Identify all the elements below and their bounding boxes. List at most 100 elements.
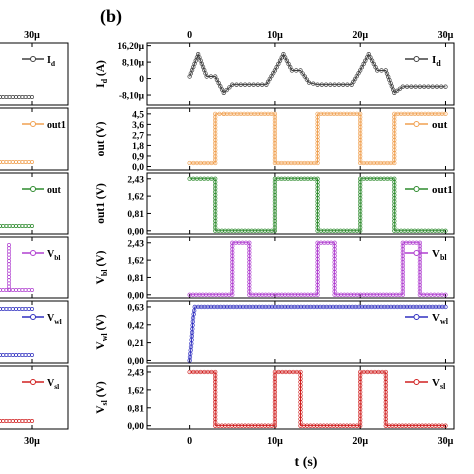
left-data-point bbox=[1, 224, 6, 228]
left-data-point bbox=[7, 275, 11, 279]
y-axis-label: out (V) bbox=[95, 121, 107, 156]
data-point bbox=[321, 304, 326, 310]
data-point bbox=[371, 292, 376, 297]
bottom-x-tick-label: 20μ bbox=[352, 436, 368, 447]
data-point bbox=[379, 68, 384, 73]
data-point bbox=[368, 55, 373, 60]
left-data-point bbox=[10, 95, 15, 99]
left-legend-marker bbox=[30, 314, 36, 320]
data-point bbox=[244, 304, 249, 310]
left-data-point bbox=[23, 307, 28, 311]
data-point bbox=[253, 304, 259, 310]
legend-label-main: V bbox=[432, 377, 440, 389]
data-point bbox=[289, 304, 294, 310]
data-point bbox=[411, 304, 416, 310]
data-point bbox=[328, 82, 333, 87]
y-tick-label: 2,43 bbox=[127, 368, 144, 378]
y-axis-label-unit: (A) bbox=[95, 60, 107, 79]
left-legend-label: Vwl bbox=[47, 313, 62, 326]
data-point bbox=[286, 61, 291, 67]
data-point bbox=[430, 304, 435, 310]
left-data-point bbox=[20, 353, 25, 357]
data-point bbox=[255, 82, 261, 87]
data-point bbox=[319, 82, 324, 87]
data-point bbox=[282, 304, 288, 310]
legend-label-main: out1 bbox=[432, 184, 453, 196]
legend-label-sub: d bbox=[436, 59, 441, 68]
left-data-point bbox=[30, 307, 34, 311]
legend-marker bbox=[413, 250, 420, 256]
data-point bbox=[358, 292, 363, 297]
data-point bbox=[234, 82, 239, 87]
bottom-x-tick-label: 10μ bbox=[267, 436, 283, 447]
data-point bbox=[305, 292, 310, 297]
y-tick-label: 0,63 bbox=[127, 303, 144, 313]
data-point bbox=[398, 304, 403, 310]
legend-label: out1 bbox=[432, 184, 453, 196]
data-point bbox=[208, 304, 214, 310]
left-subplot: Vwl bbox=[0, 300, 69, 364]
data-point bbox=[228, 304, 233, 310]
y-axis-label-sub: wl bbox=[100, 332, 109, 341]
data-point bbox=[443, 84, 448, 89]
y-tick-label: 1,62 bbox=[127, 193, 144, 203]
series-markers-out bbox=[187, 111, 448, 166]
left-legend-main: out1 bbox=[47, 120, 66, 131]
data-point bbox=[308, 304, 313, 310]
data-point bbox=[420, 304, 426, 310]
data-point bbox=[385, 304, 390, 310]
data-point bbox=[433, 304, 438, 310]
data-point bbox=[238, 82, 243, 87]
data-point bbox=[392, 90, 397, 95]
left-data-point bbox=[7, 262, 11, 267]
left-data-point bbox=[4, 353, 9, 357]
left-data-point bbox=[17, 95, 22, 99]
left-data-point bbox=[7, 95, 12, 99]
left-legend-sub: bl bbox=[54, 253, 60, 262]
data-point bbox=[404, 84, 410, 89]
data-point bbox=[304, 77, 310, 82]
bottom-x-tick-label: 30μ bbox=[438, 436, 454, 447]
left-legend-marker bbox=[30, 121, 36, 127]
data-point bbox=[202, 304, 207, 310]
data-point bbox=[302, 74, 307, 79]
y-axis-label-main: out bbox=[95, 140, 107, 156]
data-point bbox=[373, 65, 378, 70]
left-data-point bbox=[14, 95, 18, 99]
data-point bbox=[237, 304, 243, 310]
data-point bbox=[204, 74, 209, 79]
left-data-point bbox=[10, 160, 15, 164]
left-data-point bbox=[30, 224, 34, 228]
data-point bbox=[361, 61, 366, 67]
data-point bbox=[224, 304, 230, 310]
y-tick-label: 0,00 bbox=[127, 357, 144, 367]
subplot-frame bbox=[146, 172, 455, 235]
data-point bbox=[302, 304, 307, 310]
left-data-point bbox=[23, 160, 28, 164]
left-data-point bbox=[14, 224, 18, 228]
left-data-point bbox=[7, 265, 11, 270]
left-legend-label: out1 bbox=[47, 120, 66, 131]
data-point bbox=[327, 304, 332, 310]
left-data-point bbox=[1, 419, 6, 423]
data-point bbox=[286, 292, 291, 297]
left-data-point bbox=[17, 288, 22, 292]
left-legend-main: V bbox=[47, 378, 55, 389]
data-point bbox=[443, 304, 448, 310]
left-legend-sub: d bbox=[51, 59, 56, 68]
y-tick-label: 2,7 bbox=[132, 131, 144, 141]
left-data-point bbox=[7, 278, 11, 283]
data-point bbox=[273, 304, 278, 310]
data-point bbox=[312, 292, 317, 297]
data-point bbox=[377, 292, 383, 297]
left-legend-main: out bbox=[47, 185, 62, 196]
legend-label-sub: bl bbox=[440, 253, 447, 262]
data-point bbox=[388, 304, 394, 310]
legend-label: Id bbox=[432, 54, 441, 68]
left-data-point bbox=[20, 95, 25, 99]
data-point bbox=[401, 304, 406, 310]
data-point bbox=[366, 52, 371, 57]
y-axis-label-unit: (V) bbox=[95, 183, 107, 202]
left-x-tick-label: 30μ bbox=[24, 30, 40, 41]
